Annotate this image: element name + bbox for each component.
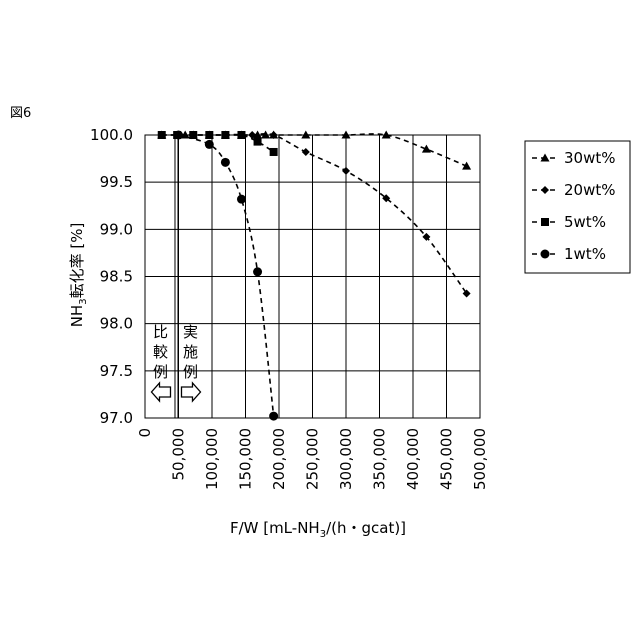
y-tick-label: 98.0	[100, 315, 133, 333]
data-point-5wt-	[158, 131, 166, 139]
legend-marker-square-icon	[541, 218, 549, 226]
legend-label: 30wt%	[564, 149, 616, 167]
x-tick-label: 200,000	[270, 428, 288, 490]
x-axis-label: F/W [mL-NH3/(h・gcat)]	[230, 519, 406, 540]
x-tick-label: 150,000	[237, 428, 255, 490]
legend-marker-circle-icon	[541, 250, 550, 259]
data-point-5wt-	[254, 138, 262, 146]
y-tick-label: 100.0	[90, 126, 133, 144]
legend-label: 5wt%	[564, 213, 606, 231]
data-point-5wt-	[189, 131, 197, 139]
x-tick-label: 450,000	[438, 428, 456, 490]
arrow-right-icon	[181, 383, 200, 401]
data-point-1wt-	[174, 131, 183, 140]
data-point-1wt-	[253, 267, 262, 276]
x-tick-label: 100,000	[203, 428, 221, 490]
y-tick-label: 97.0	[100, 409, 133, 427]
data-point-1wt-	[221, 158, 230, 167]
y-axis-label: NH3転化率 [%]	[68, 223, 89, 328]
y-tick-label: 98.5	[100, 268, 133, 286]
y-tick-label: 99.0	[100, 220, 133, 238]
x-tick-label: 250,000	[304, 428, 322, 490]
legend-label: 20wt%	[564, 181, 616, 199]
y-tick-label: 99.5	[100, 173, 133, 191]
x-tick-labels: 0 50,000 100,000 150,000 200,000 250,000 300,0…	[136, 428, 489, 490]
data-point-20wt-	[302, 148, 310, 156]
y-axis-label-tail: 転化率 [%]	[68, 223, 86, 299]
x-tick-label: 300,000	[337, 428, 355, 490]
y-axis-label-main: NH	[68, 305, 86, 328]
x-tick-label: 400,000	[404, 428, 422, 490]
x-tick-label: 500,000	[471, 428, 489, 490]
y-tick-label: 97.5	[100, 362, 133, 380]
data-point-5wt-	[205, 131, 213, 139]
arrow-left-icon	[151, 383, 170, 401]
example-label-char: 例	[183, 363, 198, 381]
comparative-label-char: 較	[153, 343, 168, 361]
x-axis-label-main: F/W [mL-NH	[230, 519, 320, 537]
data-point-20wt-	[342, 167, 350, 175]
data-point-1wt-	[205, 140, 214, 149]
series-markers	[157, 131, 471, 421]
data-point-5wt-	[237, 131, 245, 139]
x-tick-label: 350,000	[371, 428, 389, 490]
figure-label: 図6	[10, 106, 31, 121]
comparative-label-char: 比	[153, 323, 168, 341]
legend-label: 1wt%	[564, 245, 606, 263]
data-point-5wt-	[270, 148, 278, 156]
series-lines	[162, 134, 467, 416]
data-point-5wt-	[221, 131, 229, 139]
y-tick-labels: 97.0 97.5 98.0 98.5 99.0 99.5 100.0	[90, 126, 133, 427]
x-axis-label-tail: /(h・gcat)]	[326, 519, 406, 537]
series-line-20wt-	[162, 134, 467, 294]
data-point-1wt-	[269, 412, 278, 421]
example-label-char: 施	[183, 343, 198, 361]
x-tick-label: 0	[136, 428, 154, 438]
comparative-label-char: 例	[153, 363, 168, 381]
data-point-1wt-	[237, 195, 246, 204]
legend: 30wt% 20wt% 5wt% 1wt%	[525, 141, 630, 273]
x-tick-label: 50,000	[170, 428, 188, 481]
example-label-char: 実	[183, 323, 198, 341]
